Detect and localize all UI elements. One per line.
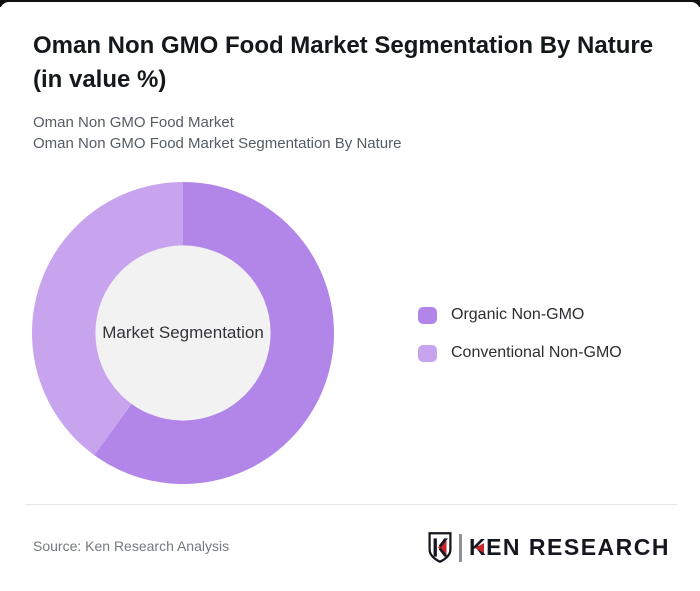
logo-wordmark: K EN RESEARCH xyxy=(469,534,670,561)
donut-hole xyxy=(95,245,271,421)
chart-legend: Organic Non-GMO Conventional Non-GMO xyxy=(418,306,622,382)
legend-swatch-conventional xyxy=(418,344,437,362)
logo-text: EN RESEARCH xyxy=(486,534,670,560)
subtitle-line-2: Oman Non GMO Food Market Segmentation By… xyxy=(33,135,402,152)
donut-svg xyxy=(31,182,334,485)
logo-red-triangle-icon xyxy=(475,542,485,553)
legend-label-conventional: Conventional Non-GMO xyxy=(451,344,622,361)
footer-divider xyxy=(25,504,677,505)
ken-research-logo: K EN RESEARCH xyxy=(427,531,670,564)
chart-subtitle: Oman Non GMO Food Market Oman Non GMO Fo… xyxy=(33,112,402,154)
subtitle-line-1: Oman Non GMO Food Market xyxy=(33,114,234,131)
legend-item-conventional-non-gmo[interactable]: Conventional Non-GMO xyxy=(418,344,622,362)
ken-research-shield-icon xyxy=(428,532,452,564)
source-text: Source: Ken Research Analysis xyxy=(33,538,230,554)
page-title: Oman Non GMO Food Market Segmentation By… xyxy=(33,32,654,93)
legend-item-organic-non-gmo[interactable]: Organic Non-GMO xyxy=(418,306,622,324)
logo-divider xyxy=(458,533,462,562)
donut-chart: Market Segmentation xyxy=(31,181,335,485)
legend-swatch-organic xyxy=(418,306,437,324)
legend-label-organic: Organic Non-GMO xyxy=(451,306,585,323)
